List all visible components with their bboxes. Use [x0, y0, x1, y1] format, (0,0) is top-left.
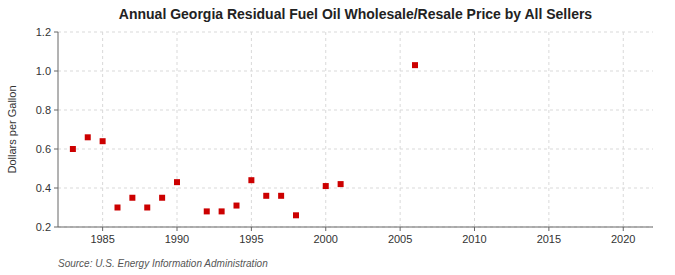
y-tick	[54, 71, 58, 72]
x-tick-label: 2020	[611, 233, 635, 245]
x-tick	[474, 227, 475, 231]
x-tick	[623, 227, 624, 231]
point	[70, 146, 76, 152]
point	[159, 195, 165, 201]
y-tick-label: 0.4	[36, 182, 51, 194]
y-tick-label: 1.0	[36, 65, 51, 77]
y-grid-line	[58, 32, 653, 33]
point	[293, 212, 299, 218]
x-grid-line	[251, 32, 252, 227]
source: Source: U.S. Energy Information Administ…	[58, 258, 268, 269]
x-tick-label: 2000	[314, 233, 338, 245]
y-grid-line	[58, 188, 653, 189]
y-axis-label: Dollars per Gallon	[6, 85, 18, 173]
point	[219, 208, 225, 214]
x-grid-line	[177, 32, 178, 227]
point	[115, 205, 121, 211]
point	[234, 203, 240, 209]
y-tick-label: 0.2	[36, 221, 51, 233]
y-axis: 0.2 0.4 0.6 0.8 1.0 1.2	[36, 26, 58, 233]
point	[278, 193, 284, 199]
y-tick	[54, 227, 58, 228]
x-grid-line	[623, 32, 624, 227]
chart-svg: 198519901995200020052010201520200.20.40.…	[0, 0, 675, 275]
y-tick-label: 1.2	[36, 26, 51, 38]
y-grid-line	[58, 110, 653, 111]
x-tick-label: 2010	[462, 233, 486, 245]
point	[338, 181, 344, 187]
point	[144, 205, 150, 211]
y-grid-line	[58, 149, 653, 150]
x-grid-line	[548, 32, 549, 227]
grid	[58, 32, 653, 227]
points	[70, 62, 418, 218]
x-tick	[102, 227, 103, 231]
y-tick-label: 0.8	[36, 104, 51, 116]
point	[174, 179, 180, 185]
y-tick	[54, 110, 58, 111]
point	[323, 183, 329, 189]
point	[129, 195, 135, 201]
x-tick	[548, 227, 549, 231]
x-tick-label: 1985	[90, 233, 114, 245]
y-tick	[54, 32, 58, 33]
x-tick	[177, 227, 178, 231]
x-grid-line	[400, 32, 401, 227]
x-tick	[251, 227, 252, 231]
title: Annual Georgia Residual Fuel Oil Wholesa…	[119, 6, 593, 22]
point	[248, 177, 254, 183]
chart-container: 198519901995200020052010201520200.20.40.…	[0, 0, 675, 275]
y-axis-line	[58, 32, 59, 227]
point	[85, 134, 91, 140]
x-axis-line	[58, 227, 653, 228]
point	[412, 62, 418, 68]
x-tick-label: 2005	[388, 233, 412, 245]
x-tick	[400, 227, 401, 231]
y-grid-line	[58, 71, 653, 72]
x-grid-line	[474, 32, 475, 227]
x-tick	[325, 227, 326, 231]
point	[263, 193, 269, 199]
x-tick-label: 1995	[239, 233, 263, 245]
x-grid-line	[102, 32, 103, 227]
point	[100, 138, 106, 144]
point	[204, 208, 210, 214]
y-tick	[54, 149, 58, 150]
y-tick	[54, 188, 58, 189]
x-axis: 1985 1990 1995 2000 2005 2010 2015 2020	[58, 227, 653, 245]
y-tick-label: 0.6	[36, 143, 51, 155]
x-tick-label: 2015	[537, 233, 561, 245]
x-tick-label: 1990	[165, 233, 189, 245]
x-grid-line	[325, 32, 326, 227]
y-grid-line	[58, 227, 653, 228]
